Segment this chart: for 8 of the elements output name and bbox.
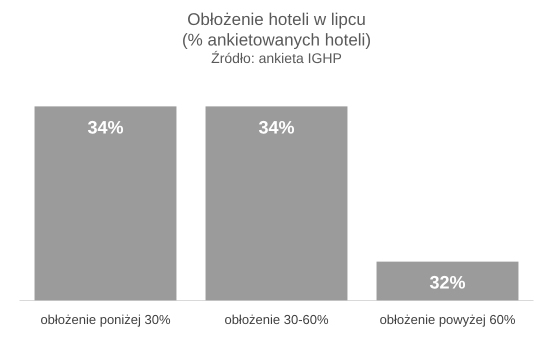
data-label: 32% bbox=[429, 272, 466, 293]
data-label: 34% bbox=[258, 117, 295, 138]
x-tick-label: obłożenie powyżej 60% bbox=[380, 312, 516, 327]
chart-title: Obłożenie hoteli w lipcu (% ankietowanych hoteli) bbox=[182, 10, 371, 50]
chart-subtitle: Źródło: ankieta IGHP bbox=[211, 50, 342, 66]
data-label: 34% bbox=[87, 117, 124, 138]
x-tick-label: obłożenie 30-60% bbox=[224, 312, 329, 327]
x-tick-label: obłożenie poniżej 30% bbox=[40, 312, 171, 327]
